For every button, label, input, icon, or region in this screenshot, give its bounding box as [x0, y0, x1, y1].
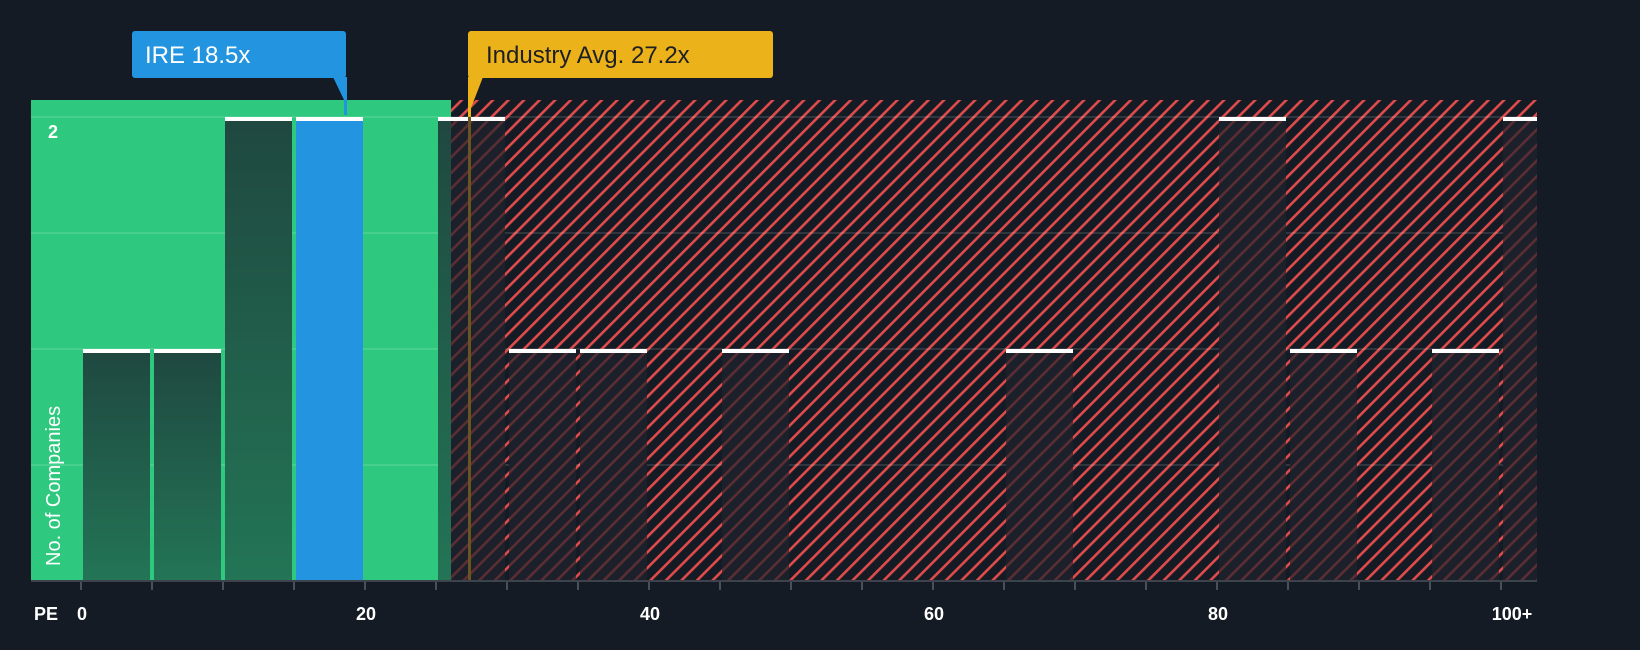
histogram-bars [83, 117, 1537, 581]
x-tick-label-80: 80 [1208, 604, 1228, 624]
histogram-bar-10-15 [225, 119, 292, 581]
histogram-bar-15-20 [296, 119, 363, 581]
histogram-bar-95-100 [1432, 351, 1499, 581]
bar-cap [1219, 117, 1286, 121]
x-tick-label-60: 60 [924, 604, 944, 624]
histogram-bar-100+ [1503, 119, 1537, 581]
histogram-bar-85-90 [1290, 351, 1357, 581]
bar-cap [438, 117, 505, 121]
histogram-bar-45-50 [722, 351, 789, 581]
histogram-bar-65-70 [1006, 351, 1073, 581]
industry-average-line [468, 100, 471, 581]
bar-cap [722, 349, 789, 353]
company-pe-label: IRE 18.5x [145, 42, 250, 69]
y-tick-label-2: 2 [48, 122, 58, 142]
bar-cap [1432, 349, 1499, 353]
histogram-bar-35-40 [580, 351, 647, 581]
bar-cap [580, 349, 647, 353]
industry-average-callout: Industry Avg. 27.2x [468, 31, 773, 117]
x-tick-label-40: 40 [640, 604, 660, 624]
x-tick-label-20: 20 [356, 604, 376, 624]
bar-cap [225, 117, 292, 121]
x-tick-label-0: 0 [77, 604, 87, 624]
bar-cap [1290, 349, 1357, 353]
histogram-bar-5-10 [154, 351, 221, 581]
industry-average-label: Industry Avg. 27.2x [486, 42, 690, 69]
bar-cap [296, 117, 363, 121]
histogram-bar-overlap [451, 119, 505, 581]
x-tick-labels: 0 20 40 60 80 100+ [77, 604, 1532, 624]
histogram-bar-80-85 [1219, 119, 1286, 581]
x-axis-title: PE [34, 604, 58, 624]
bar-cap [1503, 117, 1537, 121]
y-axis-title: No. of Companies [43, 406, 65, 566]
company-pe-callout: IRE 18.5x [132, 31, 347, 115]
bar-cap [83, 349, 150, 353]
bar-cap [1006, 349, 1073, 353]
bar-cap [154, 349, 221, 353]
histogram-bar-30-35 [509, 351, 576, 581]
x-axis-ticks [80, 582, 1502, 590]
bar-cap [509, 349, 576, 353]
x-tick-label-100+: 100+ [1492, 604, 1533, 624]
histogram-bar-0-5 [83, 351, 150, 581]
